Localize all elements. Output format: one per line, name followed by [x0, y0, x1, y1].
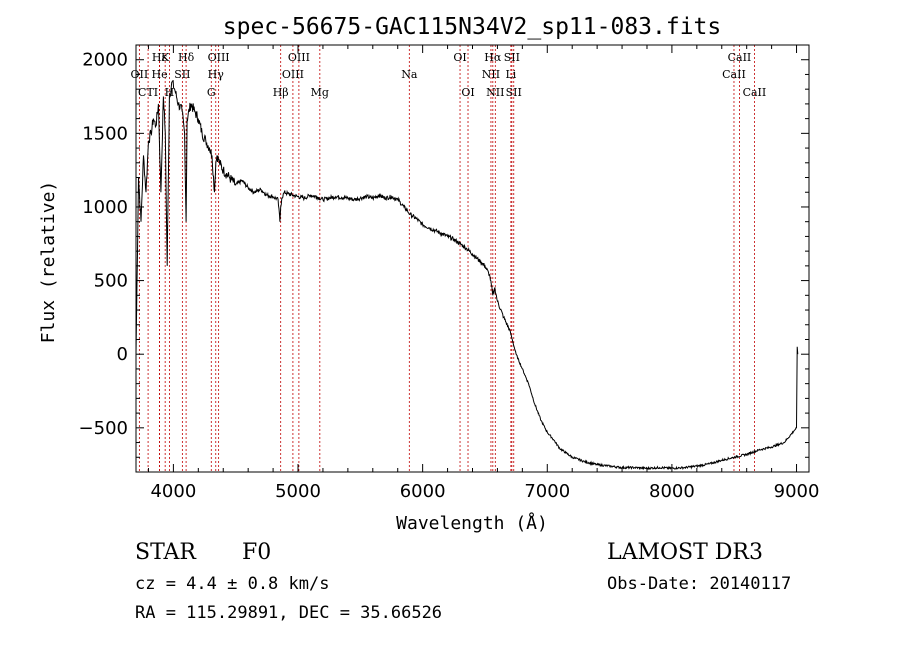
line-label-20: NII — [482, 68, 500, 81]
line-label-0: Hε — [152, 51, 168, 64]
line-label-22: NII — [486, 86, 504, 99]
x-tick-label: 7000 — [524, 481, 570, 502]
line-label-12: OIII — [288, 51, 310, 64]
chart-title: spec-56675-GAC115N34V2_sp11-083.fits — [223, 14, 722, 40]
object-subclass: F0 — [242, 540, 272, 565]
y-tick-label: −500 — [79, 418, 128, 439]
line-label-4: He — [152, 68, 168, 81]
flux-series-line — [135, 79, 799, 471]
y-tick-label: 2000 — [82, 50, 128, 71]
line-label-5: H — [165, 86, 175, 99]
line-label-26: CaII — [743, 86, 767, 99]
ra-dec: RA = 115.29891, DEC = 35.66526 — [135, 603, 443, 623]
line-label-11: Hβ — [273, 86, 289, 99]
redshift-cz: cz = 4.4 ± 0.8 km/s — [135, 574, 330, 594]
line-label-7: SII — [174, 68, 190, 81]
x-tick-label: 9000 — [774, 481, 820, 502]
y-tick-label: 0 — [117, 344, 128, 365]
line-label-13: OIII — [282, 68, 304, 81]
y-tick-label: 1500 — [82, 123, 128, 144]
y-axis: −500 0 500 1000 1500 2000 — [79, 50, 809, 458]
x-tick-label: 6000 — [400, 481, 446, 502]
line-label-19: SII — [504, 51, 520, 64]
x-axis-label: Wavelength (Å) — [396, 512, 548, 534]
y-axis-label: Flux (relative) — [38, 181, 59, 344]
y-tick-label: 500 — [94, 271, 128, 292]
line-label-21: Li — [505, 68, 516, 81]
object-class: STAR — [135, 540, 196, 565]
line-label-10: G — [207, 86, 216, 99]
line-label-14: Mg — [311, 86, 329, 99]
line-label-23: SII — [506, 86, 522, 99]
line-label-18: Hα — [484, 51, 502, 64]
survey-name: LAMOST DR3 — [607, 540, 763, 565]
line-label-24: CaII — [728, 51, 752, 64]
plot-frame — [135, 44, 810, 473]
line-label-6: Hδ — [178, 51, 195, 64]
line-label-9: Hγ — [208, 68, 225, 81]
line-label-16: OI — [453, 51, 466, 64]
x-tick-label: 5000 — [275, 481, 321, 502]
line-label-17: OI — [461, 86, 474, 99]
x-tick-label: 4000 — [150, 481, 196, 502]
obs-date: Obs-Date: 20140117 — [607, 574, 792, 594]
line-label-8: OIII — [208, 51, 230, 64]
line-label-2: CTI — [138, 86, 158, 99]
line-label-15: Na — [401, 68, 418, 81]
x-tick-label: 8000 — [649, 481, 695, 502]
x-axis: 4000 5000 6000 7000 8000 9000 — [147, 45, 820, 502]
line-label-25: CaII — [722, 68, 746, 81]
y-tick-label: 1000 — [82, 197, 128, 218]
line-label-3: K — [161, 51, 170, 64]
line-markers — [138, 45, 755, 472]
